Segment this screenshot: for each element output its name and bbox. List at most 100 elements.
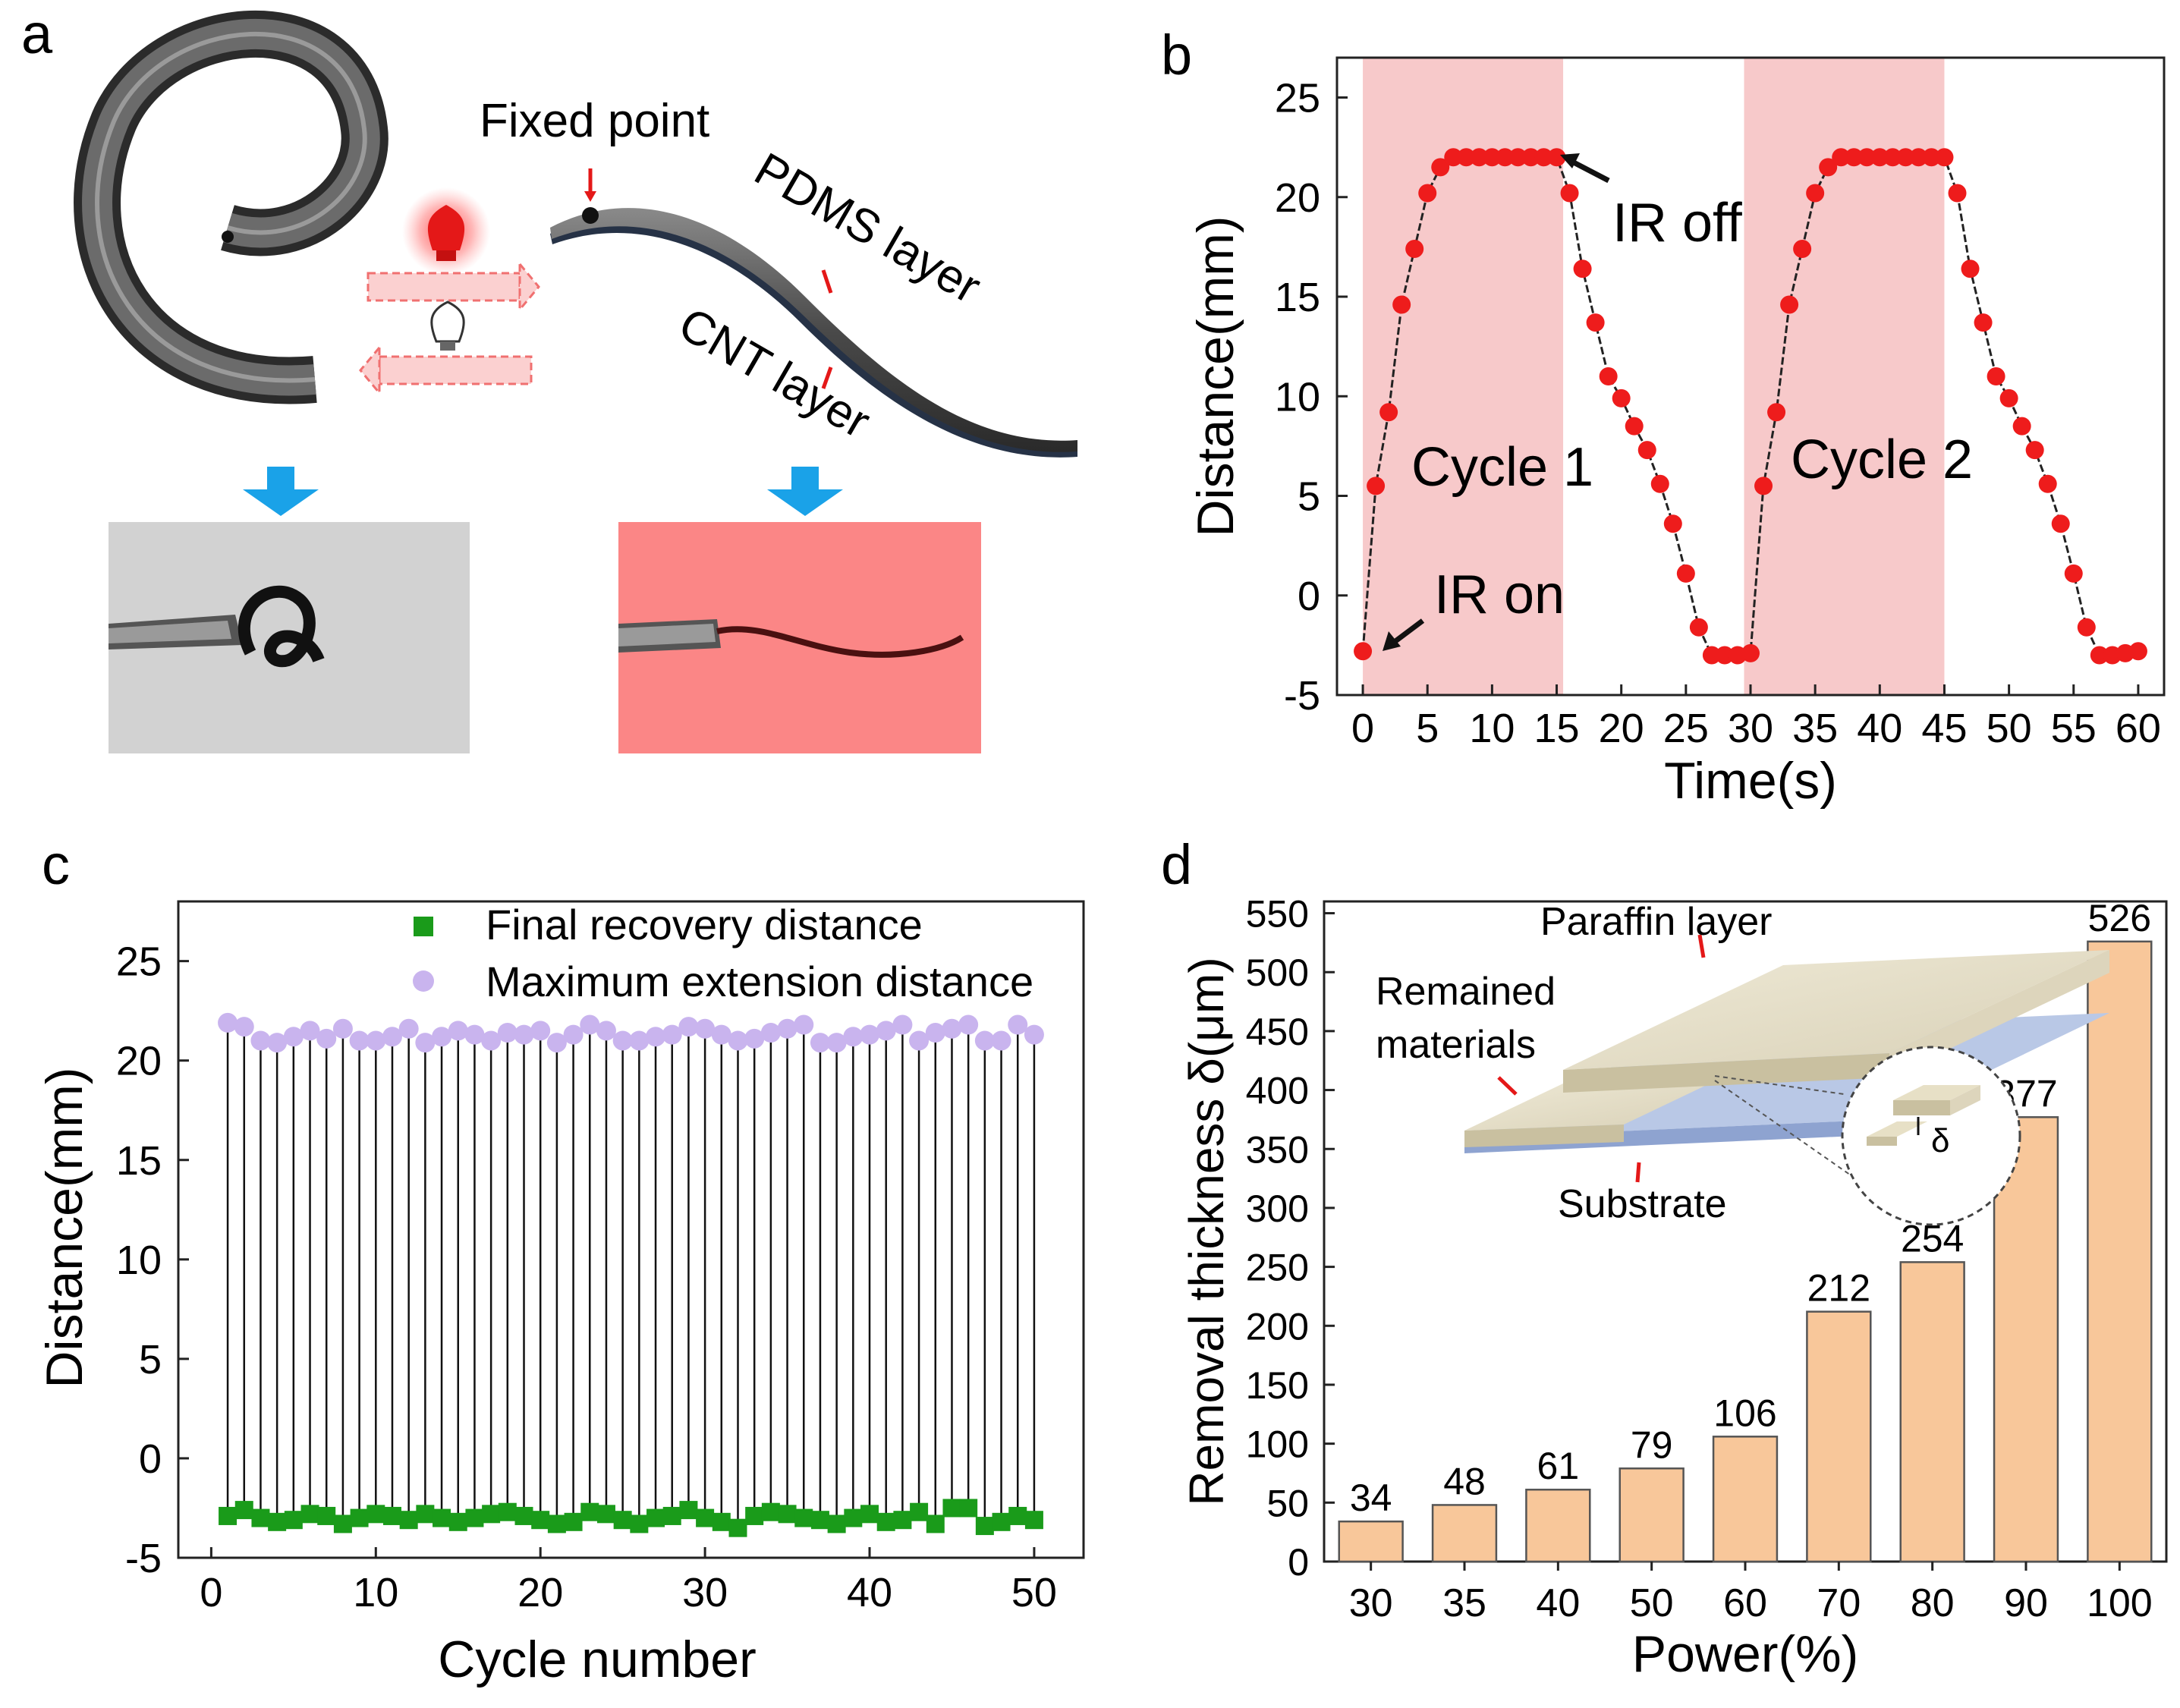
c-final-point	[712, 1512, 731, 1531]
d-y-tick-label: 400	[1246, 1070, 1309, 1112]
b-data-point	[1354, 642, 1373, 661]
c-max-point	[563, 1024, 584, 1045]
b-data-point	[1405, 240, 1424, 258]
b-data-point	[1767, 403, 1786, 422]
d-bar	[1525, 1488, 1591, 1563]
d-bar	[1899, 1261, 1965, 1563]
c-max-point	[382, 1027, 402, 1047]
d-inset-substrate-label: Substrate	[1558, 1182, 1727, 1226]
c-max-point	[300, 1021, 320, 1041]
b-x-tick-label: 45	[1921, 706, 1967, 751]
b-data-point	[1444, 148, 1463, 167]
c-max-point	[612, 1030, 633, 1051]
b-y-tick-label: 0	[1298, 574, 1320, 619]
d-bar-value-label: 48	[1443, 1460, 1486, 1502]
d-x-tick-label: 90	[2004, 1581, 2048, 1625]
c-final-point	[810, 1511, 829, 1530]
b-data-point	[1870, 148, 1889, 167]
c-final-point	[482, 1505, 501, 1524]
c-y-tick-label: 20	[116, 1039, 162, 1084]
b-x-tick-label: 25	[1663, 706, 1709, 751]
b-data-point	[1573, 260, 1592, 278]
c-final-point	[399, 1511, 418, 1530]
c-final-point	[893, 1511, 912, 1530]
c-x-tick-label: 40	[847, 1570, 892, 1615]
c-final-point	[910, 1502, 929, 1521]
b-data-point	[1987, 367, 2005, 385]
b-data-point	[1754, 477, 1773, 495]
d-inset-paraffin-label: Paraffin layer	[1540, 900, 1772, 944]
c-max-point	[316, 1028, 337, 1049]
b-data-point	[1431, 158, 1450, 177]
c-max-point	[464, 1024, 485, 1045]
c-final-point	[745, 1506, 764, 1525]
c-max-point	[546, 1033, 567, 1053]
d-y-tick-label: 100	[1246, 1423, 1309, 1466]
d-ticks: 0 50 100 150 200 250 300 350 400 450 500 550	[1246, 893, 1335, 1584]
c-x-tick-label: 30	[682, 1570, 728, 1615]
c-final-point	[613, 1511, 632, 1530]
c-max-point	[497, 1023, 517, 1043]
b-data-point	[1392, 295, 1411, 314]
c-max-point	[432, 1027, 452, 1047]
d-x-tick-label: 60	[1723, 1581, 1767, 1625]
c-final-point	[794, 1508, 813, 1527]
b-series-points	[1354, 148, 2147, 665]
blue-down-arrow-left-icon	[243, 467, 319, 516]
coil-fixed-point-dot	[222, 231, 234, 243]
cnt-layer-label: CNT layer	[670, 297, 879, 448]
c-legend-marker-final	[414, 917, 433, 936]
b-data-point	[1909, 148, 1928, 167]
c-max-point	[366, 1030, 386, 1051]
b-data-point	[1793, 240, 1812, 258]
c-max-point	[843, 1027, 864, 1047]
c-final-point	[416, 1505, 435, 1524]
b-data-point	[2038, 474, 2057, 493]
b-data-point	[1599, 367, 1618, 385]
b-data-point	[1999, 388, 2018, 407]
b-x-tick-label: 50	[1987, 706, 2032, 751]
b-data-point	[1780, 295, 1799, 314]
b-x-tick-label: 0	[1351, 706, 1374, 751]
d-bar	[1618, 1467, 1685, 1563]
c-x-tick-label: 20	[517, 1570, 563, 1615]
b-data-point	[1625, 417, 1644, 436]
c-final-point	[662, 1506, 681, 1525]
b-y-tick-label: 25	[1275, 76, 1320, 121]
d-bar-value-label: 79	[1631, 1423, 1673, 1466]
c-final-point	[317, 1506, 336, 1525]
d-y-tick-label: 300	[1246, 1187, 1309, 1230]
c-max-point	[332, 1018, 353, 1039]
b-data-point	[1935, 148, 1954, 167]
c-legend: Final recovery distance Maximum extensio…	[413, 901, 1033, 1005]
c-max-point	[925, 1023, 945, 1043]
b-x-tick-label: 5	[1416, 706, 1439, 751]
b-data-point	[1637, 441, 1656, 460]
d-x-tick-label: 80	[1911, 1581, 1955, 1625]
panel-label-a: a	[21, 2, 53, 65]
c-final-point	[219, 1506, 238, 1525]
b-y-tick-label: 5	[1298, 474, 1320, 520]
c-final-point	[448, 1512, 467, 1531]
c-x-axis-label: Cycle number	[438, 1631, 757, 1688]
c-final-point	[926, 1515, 945, 1533]
c-final-point	[580, 1502, 599, 1521]
b-data-point	[1663, 514, 1682, 533]
b-x-tick-label: 15	[1534, 706, 1579, 751]
c-final-point	[547, 1515, 566, 1533]
d-y-tick-label: 350	[1246, 1128, 1309, 1171]
b-data-point	[2012, 417, 2031, 436]
c-final-point	[514, 1506, 533, 1525]
ir-lamp-off-icon	[430, 300, 465, 351]
c-final-point	[992, 1512, 1011, 1531]
c-max-point	[958, 1014, 979, 1035]
c-legend-marker-max	[413, 970, 434, 992]
blue-down-arrow-right-icon	[767, 467, 843, 516]
c-series-points	[218, 1012, 1044, 1537]
d-inset-remained-label-1: Remained	[1376, 970, 1556, 1014]
d-x-tick-label: 70	[1817, 1581, 1861, 1625]
b-data-point	[1883, 148, 1902, 167]
b-x-tick-label: 30	[1728, 706, 1773, 751]
c-max-point	[826, 1033, 847, 1053]
